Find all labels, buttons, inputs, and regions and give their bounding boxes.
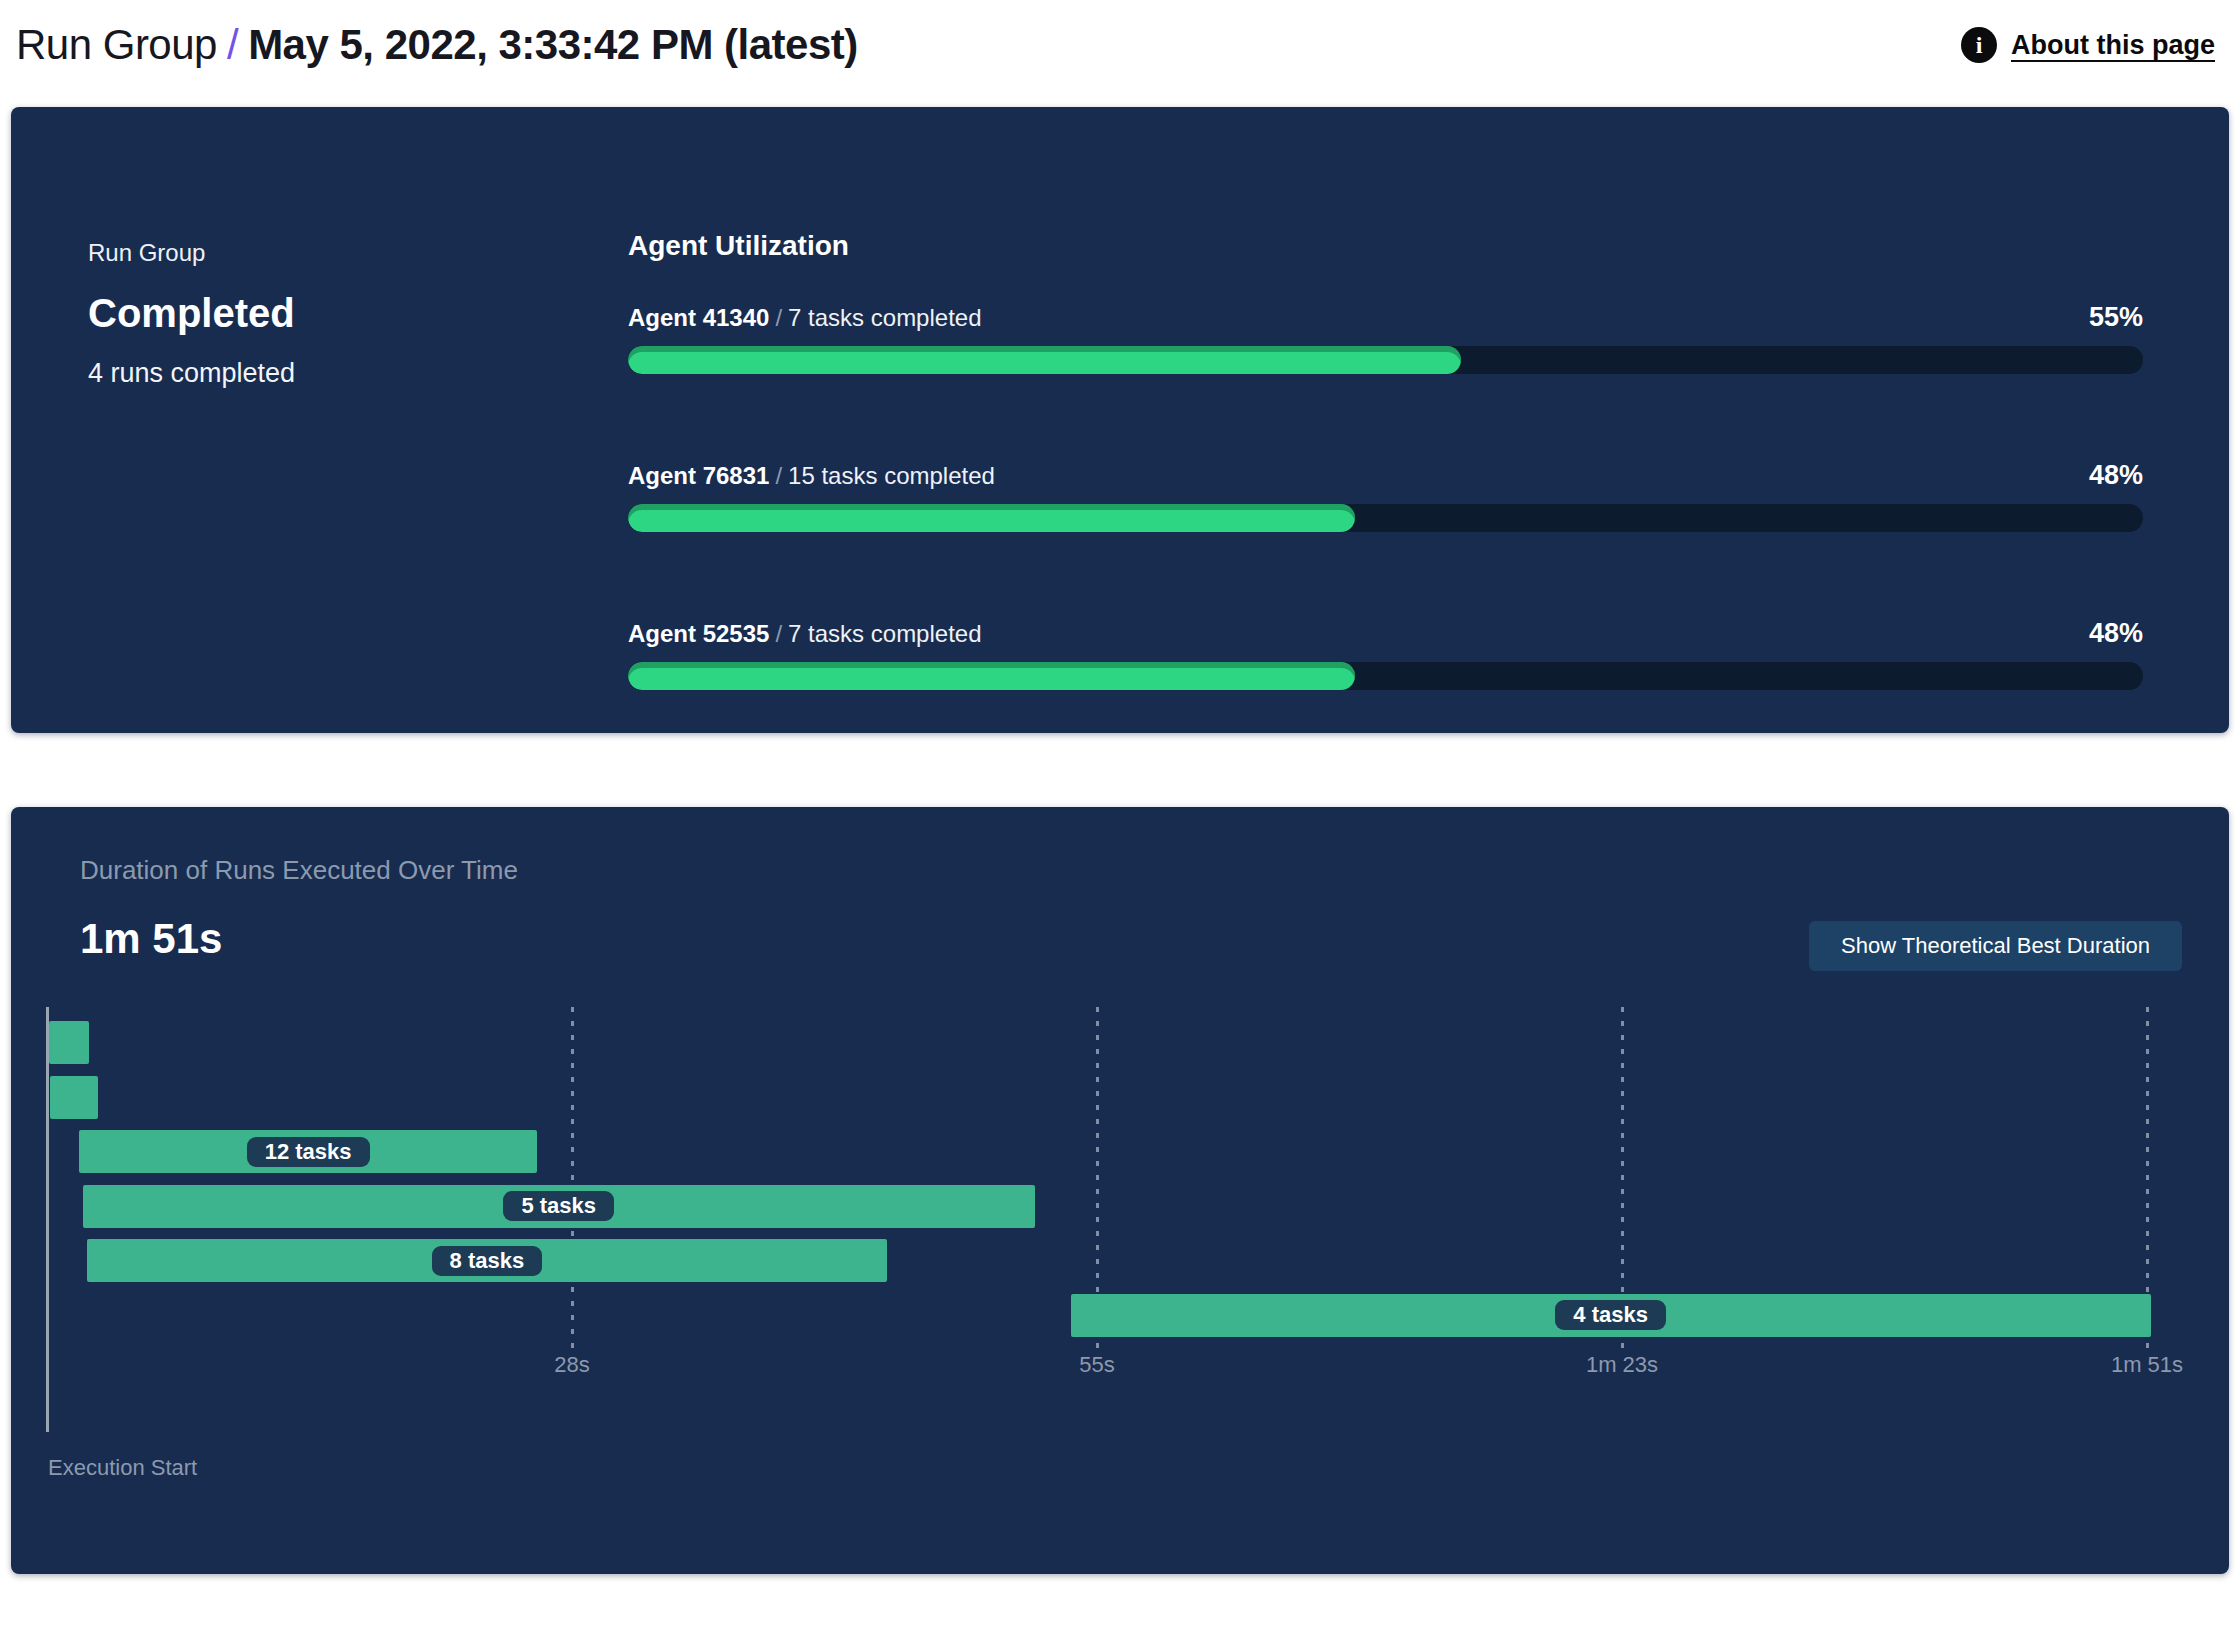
run-task-count-pill: 12 tasks [247, 1137, 370, 1167]
execution-start-axis [46, 1007, 49, 1432]
execution-start-label: Execution Start [48, 1455, 197, 1481]
agent-utilization-percent: 48% [2089, 618, 2143, 649]
run-task-count-pill: 5 tasks [503, 1191, 614, 1221]
agent-name: Agent 52535 [628, 620, 769, 647]
x-axis-tick-label: 1m 51s [2111, 1352, 2183, 1378]
utilization-progress-track [628, 662, 2143, 690]
utilization-progress-track [628, 346, 2143, 374]
agent-row: Agent 52535/7 tasks completed 48% [628, 618, 2143, 690]
agent-label: Agent 52535/7 tasks completed [628, 620, 982, 648]
about-this-page[interactable]: i About this page [1961, 27, 2215, 63]
agent-label-separator: / [769, 620, 788, 647]
about-this-page-link[interactable]: About this page [2011, 30, 2215, 61]
run-bar[interactable] [50, 1076, 98, 1119]
run-bar[interactable]: 12 tasks [79, 1130, 537, 1173]
utilization-progress-fill [628, 504, 1355, 532]
agent-label-separator: / [769, 462, 788, 489]
run-bar[interactable]: 8 tasks [87, 1239, 887, 1282]
gantt-chart: 12 tasks 5 tasks 8 tasks 4 tasks 28s 55s… [11, 807, 2229, 1574]
run-bar[interactable]: 4 tasks [1071, 1294, 2151, 1337]
agent-label-separator: / [769, 304, 788, 331]
agent-tasks-completed: 7 tasks completed [788, 620, 981, 647]
utilization-progress-fill [628, 662, 1355, 690]
page-title: May 5, 2022, 3:33:42 PM (latest) [248, 21, 858, 68]
agent-tasks-completed: 7 tasks completed [788, 304, 981, 331]
info-icon: i [1961, 27, 1997, 63]
agent-utilization-heading: Agent Utilization [628, 230, 2143, 262]
agent-tasks-completed: 15 tasks completed [788, 462, 995, 489]
agent-row: Agent 41340/7 tasks completed 55% [628, 302, 2143, 374]
x-axis-tick-label: 55s [1079, 1352, 1114, 1378]
agent-utilization-percent: 55% [2089, 302, 2143, 333]
utilization-progress-fill [628, 346, 1461, 374]
breadcrumb: Run Group/May 5, 2022, 3:33:42 PM (lates… [16, 21, 858, 69]
run-task-count-pill: 8 tasks [432, 1246, 543, 1276]
breadcrumb-run-group[interactable]: Run Group [16, 21, 217, 68]
utilization-progress-track [628, 504, 2143, 532]
breadcrumb-separator: / [217, 21, 248, 68]
agent-label: Agent 76831/15 tasks completed [628, 462, 995, 490]
x-axis-tick-label: 28s [554, 1352, 589, 1378]
run-group-label: Run Group [88, 239, 561, 267]
page-header: Run Group/May 5, 2022, 3:33:42 PM (lates… [16, 10, 2215, 80]
gridline-28s [571, 1007, 574, 1354]
agent-label: Agent 41340/7 tasks completed [628, 304, 982, 332]
run-bar[interactable]: 5 tasks [83, 1185, 1035, 1228]
run-group-status: Completed [88, 291, 561, 336]
agent-row: Agent 76831/15 tasks completed 48% [628, 460, 2143, 532]
run-bar[interactable] [49, 1021, 89, 1064]
duration-chart-card: Duration of Runs Executed Over Time 1m 5… [11, 807, 2229, 1574]
run-group-summary-card: Run Group Completed 4 runs completed Age… [11, 107, 2229, 733]
x-axis-tick-label: 1m 23s [1586, 1352, 1658, 1378]
run-group-status-panel: Run Group Completed 4 runs completed [11, 107, 561, 733]
agent-name: Agent 41340 [628, 304, 769, 331]
agent-name: Agent 76831 [628, 462, 769, 489]
runs-completed-count: 4 runs completed [88, 358, 561, 389]
agent-utilization-percent: 48% [2089, 460, 2143, 491]
run-task-count-pill: 4 tasks [1555, 1300, 1666, 1330]
agent-utilization-section: Agent Utilization Agent 41340/7 tasks co… [561, 107, 2229, 733]
